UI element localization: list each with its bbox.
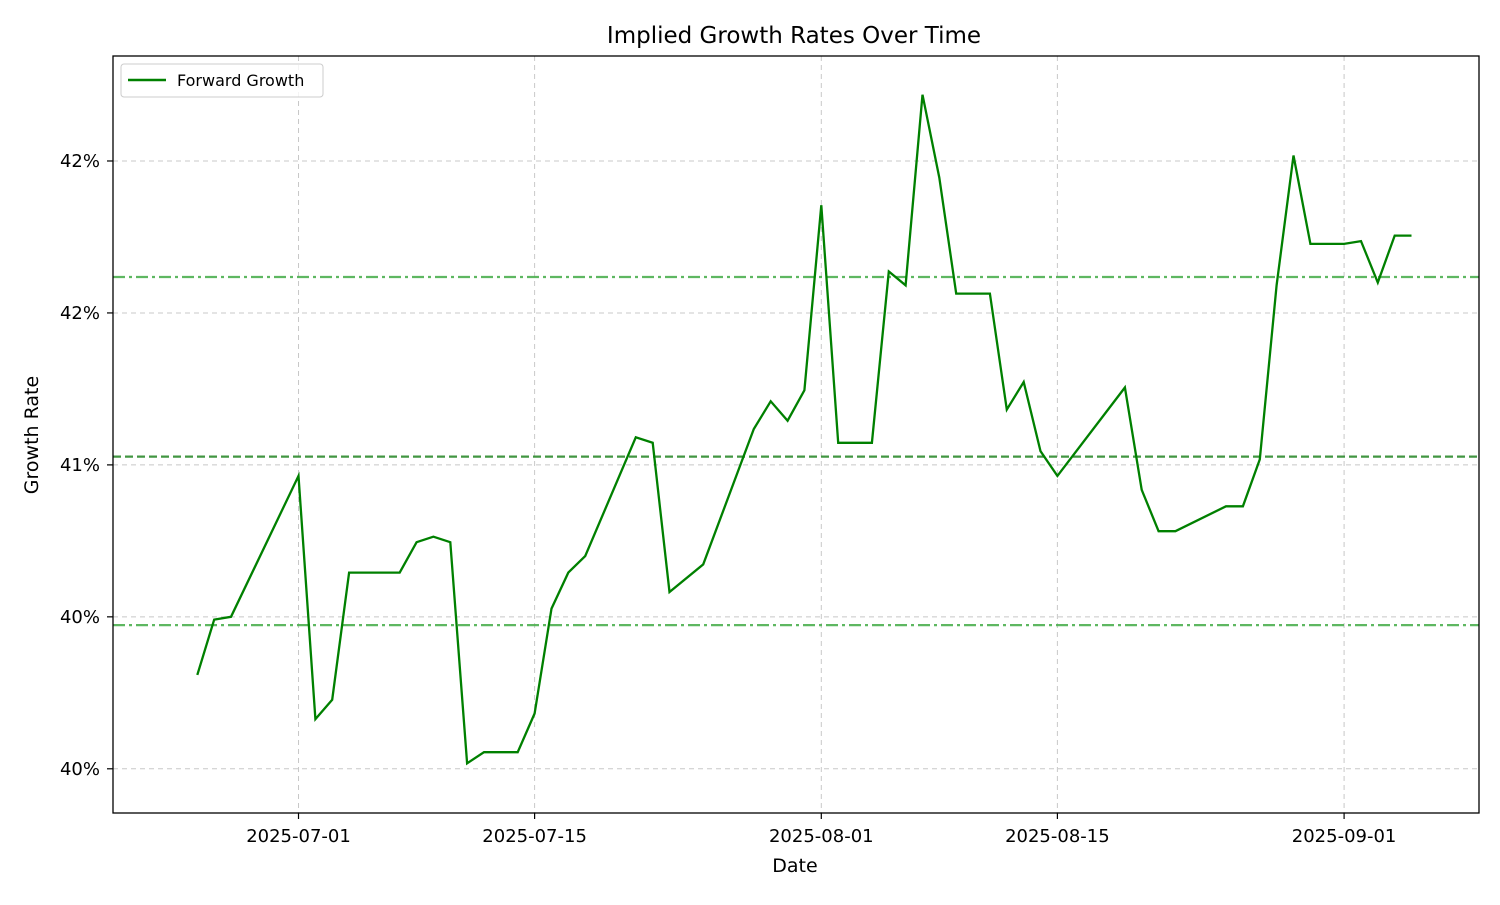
y-tick-label: 42% bbox=[60, 303, 100, 324]
plot-frame bbox=[112, 55, 1480, 814]
y-tick-label: 42% bbox=[60, 151, 100, 172]
x-axis-label: Date bbox=[772, 855, 817, 877]
grid bbox=[113, 56, 1479, 813]
x-tick-label: 2025-07-15 bbox=[482, 826, 587, 847]
legend-box bbox=[120, 63, 324, 98]
chart-title: Implied Growth Rates Over Time bbox=[607, 23, 981, 49]
y-tick-label: 41% bbox=[60, 455, 100, 476]
legend-label-forward-growth: Forward Growth bbox=[177, 71, 304, 90]
x-tick-label: 2025-08-15 bbox=[1005, 826, 1110, 847]
x-tick-label: 2025-07-01 bbox=[246, 826, 351, 847]
axis-ticks: 2025-07-01 2025-07-15 2025-08-01 2025-08-15… bbox=[60, 151, 1396, 847]
x-tick-label: 2025-09-01 bbox=[1292, 826, 1397, 847]
reference-lines bbox=[113, 275, 1479, 627]
y-tick-label: 40% bbox=[60, 607, 100, 628]
legend: Forward Growth bbox=[120, 63, 324, 98]
series-lines bbox=[196, 94, 1412, 766]
series-line-forward-growth bbox=[196, 94, 1412, 766]
y-tick-label: 40% bbox=[60, 759, 100, 780]
y-axis-label: Growth Rate bbox=[21, 376, 43, 494]
x-tick-label: 2025-08-01 bbox=[769, 826, 874, 847]
